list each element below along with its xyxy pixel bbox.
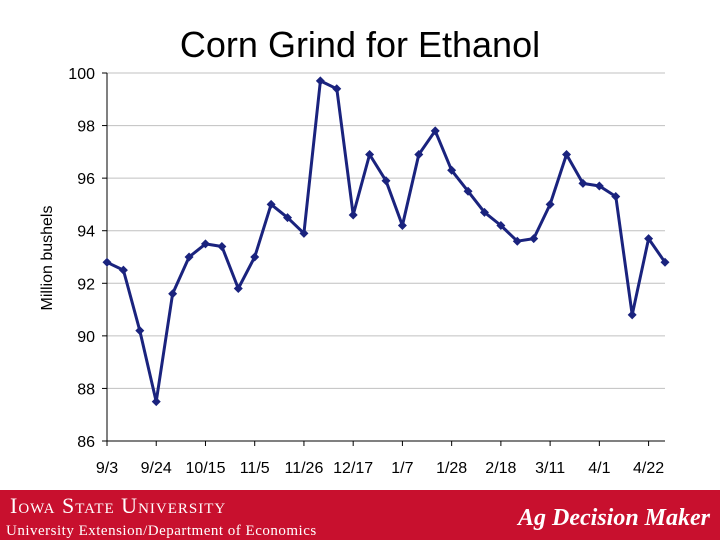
data-point bbox=[562, 149, 572, 159]
data-point bbox=[266, 199, 276, 209]
data-point bbox=[545, 199, 555, 209]
y-tick-label: 96 bbox=[77, 171, 95, 188]
data-point bbox=[315, 76, 325, 86]
data-point bbox=[102, 257, 112, 267]
data-point bbox=[118, 265, 128, 275]
y-tick-label: 90 bbox=[77, 329, 95, 346]
series-line bbox=[106, 79, 667, 404]
data-point bbox=[414, 149, 424, 159]
x-tick-label: 9/24 bbox=[141, 460, 172, 477]
x-tick-label: 2/18 bbox=[485, 460, 516, 477]
y-tick-label: 94 bbox=[77, 224, 95, 241]
x-tick-label: 3/11 bbox=[535, 460, 565, 477]
data-point bbox=[447, 165, 457, 175]
data-point bbox=[660, 257, 670, 267]
x-tick-label: 12/17 bbox=[333, 460, 373, 477]
y-tick-label: 88 bbox=[77, 381, 95, 398]
y-tick-label: 86 bbox=[77, 434, 95, 451]
data-point bbox=[283, 213, 293, 223]
x-tick-label: 4/1 bbox=[588, 460, 610, 477]
data-point bbox=[184, 252, 194, 262]
line-chart: 86 88 90 92 94 96 98 100 9/3 9/24 10/15 11/5 11/26 12… bbox=[39, 66, 670, 477]
data-point bbox=[348, 210, 358, 220]
data-point bbox=[217, 241, 227, 251]
x-tick-label: 11/26 bbox=[285, 460, 324, 477]
x-tick-label: 9/3 bbox=[96, 460, 118, 477]
x-tick-label: 10/15 bbox=[185, 460, 225, 477]
data-point bbox=[397, 220, 407, 230]
data-point bbox=[479, 207, 489, 217]
data-point bbox=[627, 310, 637, 320]
x-tick-label: 1/7 bbox=[391, 460, 413, 477]
data-point bbox=[365, 149, 375, 159]
data-point bbox=[594, 181, 604, 191]
data-point bbox=[611, 192, 621, 202]
department-text: University Extension/Department of Econo… bbox=[6, 523, 317, 539]
data-point bbox=[233, 284, 243, 294]
data-point bbox=[578, 178, 588, 188]
y-tick-label: 92 bbox=[77, 276, 95, 293]
data-point bbox=[463, 186, 473, 196]
data-point bbox=[299, 228, 309, 238]
data-point bbox=[200, 239, 210, 249]
chart-title: Corn Grind for Ethanol bbox=[179, 24, 541, 65]
data-point bbox=[135, 326, 145, 336]
x-tick-label: 4/22 bbox=[633, 460, 664, 477]
data-point bbox=[332, 84, 342, 94]
data-point bbox=[430, 126, 440, 136]
data-point bbox=[250, 252, 260, 262]
footer-banner: Iowa State University University Extensi… bbox=[0, 490, 720, 540]
institution-logo-text: Iowa State University bbox=[10, 493, 227, 518]
data-point bbox=[644, 234, 654, 244]
data-point bbox=[529, 234, 539, 244]
y-tick-label: 98 bbox=[77, 119, 95, 136]
x-tick-label: 1/28 bbox=[436, 460, 467, 477]
y-tick-label: 100 bbox=[68, 66, 95, 83]
y-axis-label: Million bushels bbox=[39, 206, 56, 311]
data-point bbox=[496, 220, 506, 230]
axis-layer: 86 88 90 92 94 96 98 100 9/3 9/24 10/15 11/5 11/26 12… bbox=[68, 66, 665, 477]
series-layer bbox=[102, 76, 670, 407]
data-point bbox=[512, 236, 522, 246]
data-point bbox=[381, 176, 391, 186]
data-point bbox=[151, 397, 161, 407]
data-point bbox=[168, 289, 178, 299]
brand-logo-text: Ag Decision Maker bbox=[518, 505, 710, 531]
x-tick-label: 11/5 bbox=[240, 460, 270, 477]
